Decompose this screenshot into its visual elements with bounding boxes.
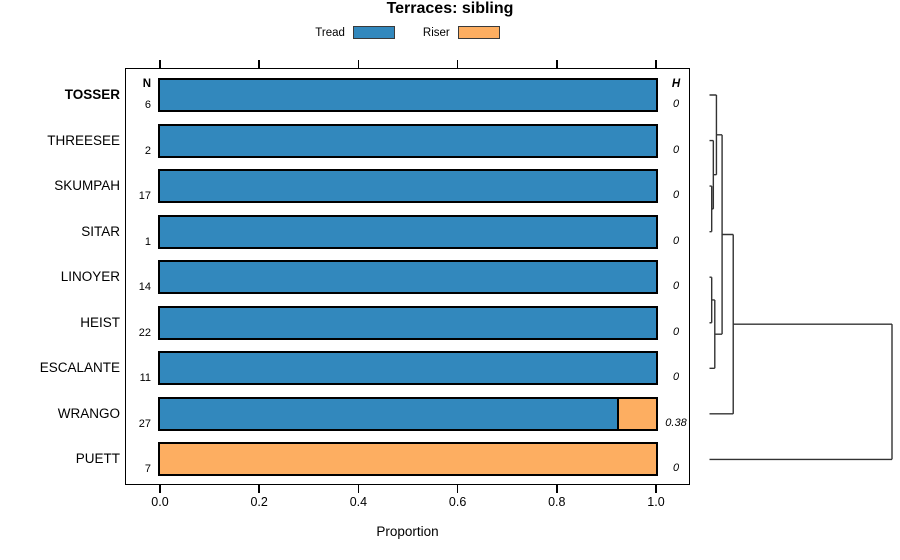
n-value: 6 <box>144 99 151 111</box>
h-value: 0 <box>672 280 680 293</box>
dendrogram-segments <box>709 94 893 461</box>
axis-tick-bottom <box>556 485 558 493</box>
axis-tick-top <box>357 60 360 68</box>
bar-segment-tread <box>158 214 658 249</box>
n-value: 1 <box>144 235 151 248</box>
bar-segment-tread <box>158 169 658 204</box>
legend-label: Riser <box>422 26 450 39</box>
row-label: TOSSER <box>64 87 120 102</box>
row-label: SKUMPAH <box>54 178 120 194</box>
legend: Tread Riser <box>0 26 815 39</box>
axis-tick-top <box>556 60 558 68</box>
plot-area-border <box>125 68 690 485</box>
axis-tick-top <box>159 60 161 68</box>
row-label: PUETT <box>75 451 120 467</box>
n-value: 17 <box>138 190 151 203</box>
row-label: LINOYER <box>60 269 120 285</box>
n-value: 2 <box>144 144 151 157</box>
axis-tick-top <box>456 60 459 68</box>
axis-tick-label: 0.8 <box>548 495 566 509</box>
axis-tick-bottom <box>655 485 657 493</box>
n-value: 7 <box>144 463 151 476</box>
row-label: ESCALANTE <box>39 360 120 376</box>
bar-segment-riser <box>158 442 658 477</box>
bar-segment-tread <box>158 123 658 158</box>
axis-tick-label: 1.0 <box>647 495 665 509</box>
legend-item-tread: Tread <box>315 26 395 39</box>
bar-segment-tread <box>158 260 658 295</box>
axis-tick-bottom <box>357 485 360 493</box>
bar-segment-tread <box>158 351 658 386</box>
axis-tick-label: 0.4 <box>349 495 368 509</box>
h-value: 0.38 <box>665 416 687 429</box>
h-value: 0 <box>672 189 680 202</box>
bar-segment-riser <box>617 396 658 431</box>
n-value: 22 <box>138 326 151 339</box>
axis-tick-label: 0.6 <box>448 495 467 509</box>
bar-segment-tread <box>158 305 658 340</box>
h-value: 0 <box>672 371 680 384</box>
axis-tick-label: 0.2 <box>250 495 268 509</box>
row-label: HEIST <box>80 314 120 330</box>
legend-swatch <box>352 26 395 39</box>
x-axis-label: Proportion <box>376 524 439 539</box>
row-label: SITAR <box>81 223 120 239</box>
axis-tick-bottom <box>456 485 459 493</box>
axis-tick-bottom <box>159 485 161 493</box>
bar-segment-tread <box>158 78 658 112</box>
n-value: 27 <box>138 417 151 430</box>
n-value: 11 <box>139 372 151 385</box>
chart-title: Terraces: sibling <box>386 0 514 17</box>
h-value: 0 <box>672 325 680 338</box>
n-column-header: N <box>142 78 151 90</box>
h-value: 0 <box>672 98 680 110</box>
axis-tick-label: 0.0 <box>151 495 169 509</box>
legend-label: Tread <box>315 26 345 39</box>
h-value: 0 <box>672 143 680 156</box>
bar-segment-tread <box>158 396 622 431</box>
legend-item-riser: Riser <box>423 26 500 39</box>
n-value: 14 <box>138 281 151 294</box>
row-label: WRANGO <box>57 405 120 421</box>
h-value: 0 <box>672 462 680 475</box>
h-column-header: H <box>671 78 681 90</box>
h-value: 0 <box>672 234 680 247</box>
legend-swatch <box>457 26 500 39</box>
axis-tick-bottom <box>258 485 260 493</box>
row-label: THREESEE <box>47 132 120 148</box>
axis-tick-top <box>655 60 657 68</box>
axis-tick-top <box>258 60 260 68</box>
